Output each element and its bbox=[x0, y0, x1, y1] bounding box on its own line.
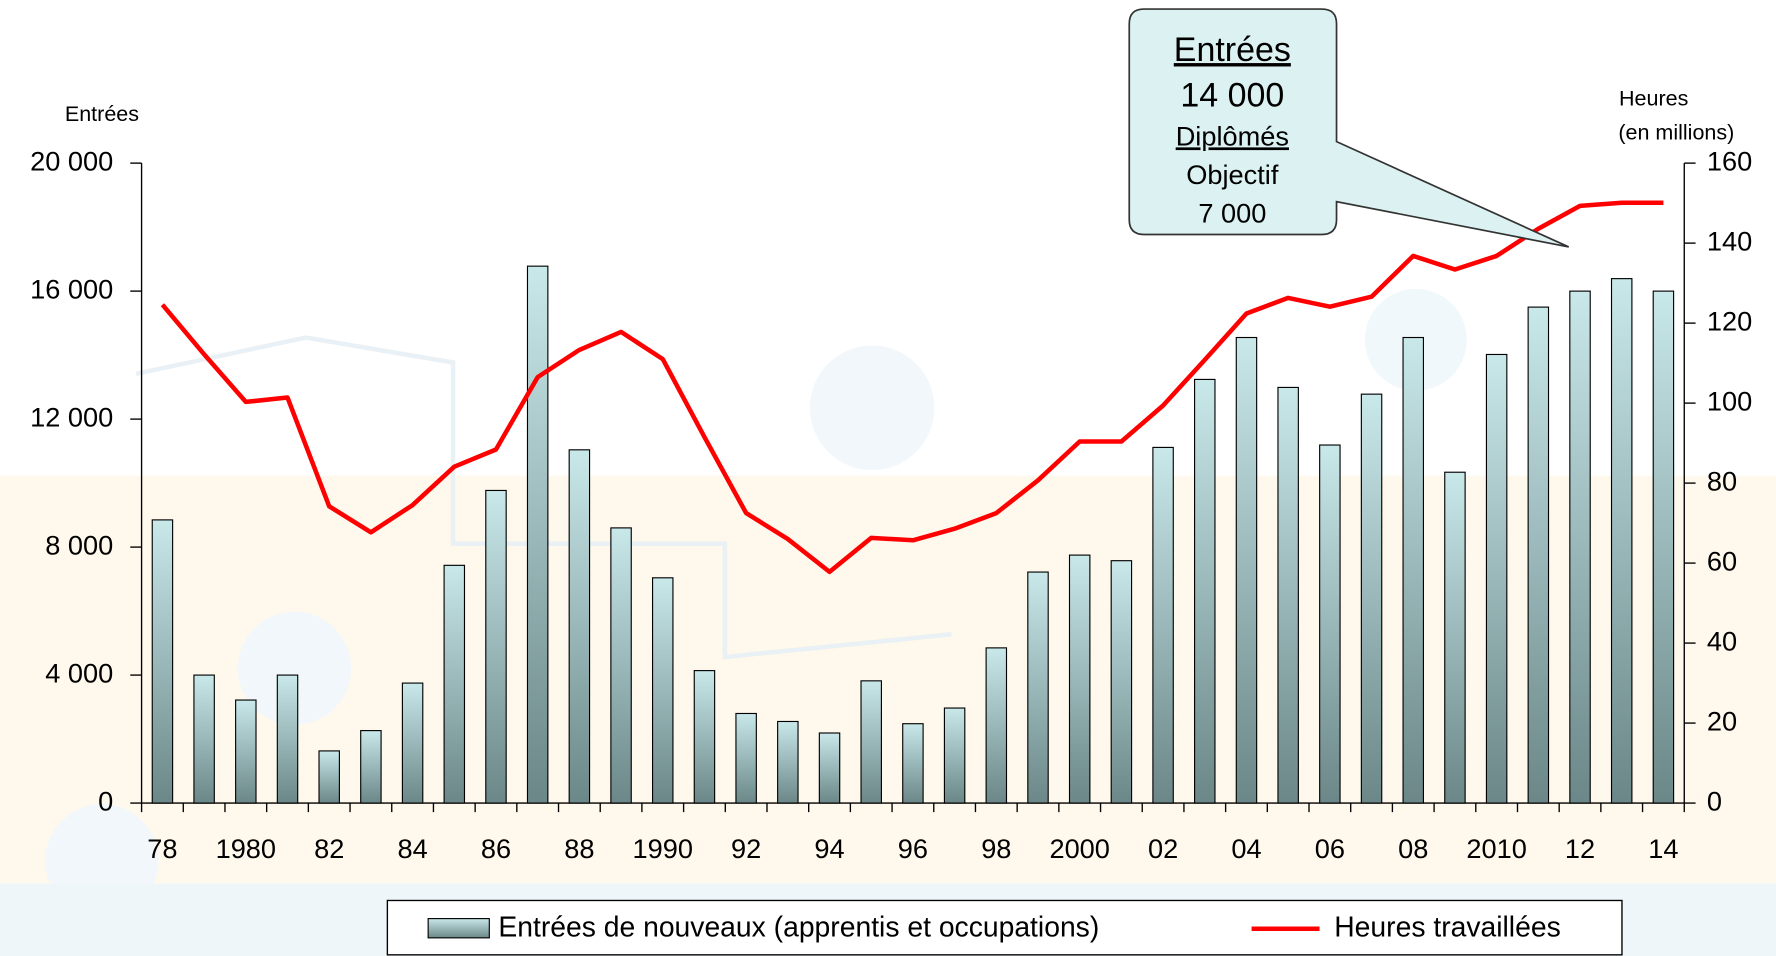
y-tick-label: 8 000 bbox=[45, 529, 113, 560]
y2-tick-label: 120 bbox=[1707, 305, 1752, 336]
bar bbox=[193, 674, 215, 804]
legend-swatch bbox=[427, 918, 490, 939]
bar bbox=[151, 519, 174, 804]
x-tick-label: 86 bbox=[481, 833, 511, 864]
bar bbox=[818, 732, 841, 804]
callout-title: Entrées bbox=[1174, 31, 1291, 69]
x-tick-label: 94 bbox=[814, 833, 844, 864]
callout-subtitle: Diplômés bbox=[1176, 120, 1289, 151]
y2-tick-label: 80 bbox=[1707, 465, 1737, 496]
bar bbox=[1527, 306, 1550, 804]
x-tick-label: 2010 bbox=[1466, 833, 1526, 864]
bar bbox=[318, 750, 340, 804]
x-tick-label: 82 bbox=[314, 833, 344, 864]
bar bbox=[1027, 571, 1049, 804]
y2-tick-label: 100 bbox=[1707, 385, 1752, 416]
bar bbox=[693, 670, 716, 804]
bar bbox=[651, 577, 674, 804]
bar bbox=[902, 723, 924, 804]
y-tick-label: 12 000 bbox=[30, 401, 113, 432]
bar bbox=[777, 720, 799, 804]
y-tick-label: 20 000 bbox=[30, 145, 113, 176]
x-tick-label: 08 bbox=[1398, 833, 1428, 864]
line bbox=[160, 200, 1664, 575]
x-tick-label: 84 bbox=[397, 833, 427, 864]
bar bbox=[1235, 336, 1258, 804]
x-tick-label: 92 bbox=[731, 833, 761, 864]
legend-label: Entrées de nouveaux (apprentis et occupa… bbox=[498, 910, 1099, 942]
bar bbox=[610, 527, 632, 804]
bar bbox=[735, 712, 757, 804]
legend: Entrées de nouveaux (apprentis et occupa… bbox=[386, 899, 1623, 956]
y2-tick-label: 40 bbox=[1707, 625, 1737, 656]
y-tick-label: 16 000 bbox=[30, 273, 113, 304]
bar bbox=[943, 707, 966, 804]
y2-tick-label: 140 bbox=[1707, 225, 1752, 256]
y2-axis-label: Heures bbox=[1619, 86, 1688, 110]
callout-target: 7 000 bbox=[1198, 197, 1266, 228]
bar bbox=[1110, 560, 1133, 804]
bar bbox=[485, 489, 507, 804]
bar bbox=[568, 449, 591, 804]
bar bbox=[1360, 393, 1383, 804]
bar bbox=[860, 680, 882, 804]
x-tick-label: 12 bbox=[1565, 833, 1595, 864]
bar bbox=[443, 564, 466, 804]
y2-tick-label: 20 bbox=[1707, 705, 1737, 736]
callout-value: 14 000 bbox=[1180, 76, 1284, 114]
bar bbox=[1277, 386, 1299, 804]
bar bbox=[1319, 444, 1341, 804]
bar bbox=[235, 699, 257, 804]
bar bbox=[1569, 290, 1591, 804]
bar bbox=[1485, 353, 1508, 804]
y-axis-label: Entrées bbox=[65, 102, 139, 126]
x-tick-label: 2000 bbox=[1049, 833, 1109, 864]
y2-tick-label: 60 bbox=[1707, 545, 1737, 576]
legend-label: Heures travaillées bbox=[1334, 910, 1560, 942]
x-tick-label: 04 bbox=[1231, 833, 1261, 864]
y2-axis-label: (en millions) bbox=[1618, 120, 1734, 144]
bar bbox=[1610, 278, 1633, 804]
x-tick-label: 98 bbox=[981, 833, 1011, 864]
x-tick-label: 88 bbox=[564, 833, 594, 864]
x-tick-label: 96 bbox=[898, 833, 928, 864]
bar bbox=[1652, 290, 1675, 804]
callout-text: Objectif bbox=[1186, 159, 1279, 190]
bar bbox=[276, 674, 299, 804]
bar bbox=[1444, 471, 1466, 804]
bar bbox=[1194, 378, 1216, 804]
bar bbox=[985, 647, 1008, 804]
bar bbox=[401, 682, 424, 804]
x-tick-label: 06 bbox=[1315, 833, 1345, 864]
x-tick-label: 78 bbox=[147, 833, 177, 864]
bar bbox=[1068, 554, 1091, 804]
bar bbox=[360, 730, 382, 804]
bar bbox=[526, 265, 549, 804]
y-tick-label: 4 000 bbox=[45, 657, 113, 688]
y-tick-label: 0 bbox=[98, 785, 113, 816]
x-tick-label: 14 bbox=[1648, 833, 1678, 864]
y2-tick-label: 0 bbox=[1707, 785, 1722, 816]
x-tick-label: 02 bbox=[1148, 833, 1178, 864]
y2-tick-label: 160 bbox=[1707, 145, 1752, 176]
x-tick-label: 1980 bbox=[216, 833, 276, 864]
callout: Entrées 14 000 Diplômés Objectif 7 000 bbox=[1128, 8, 1570, 248]
bar bbox=[1402, 336, 1425, 804]
x-tick-label: 1990 bbox=[633, 833, 693, 864]
bar bbox=[1152, 446, 1174, 804]
